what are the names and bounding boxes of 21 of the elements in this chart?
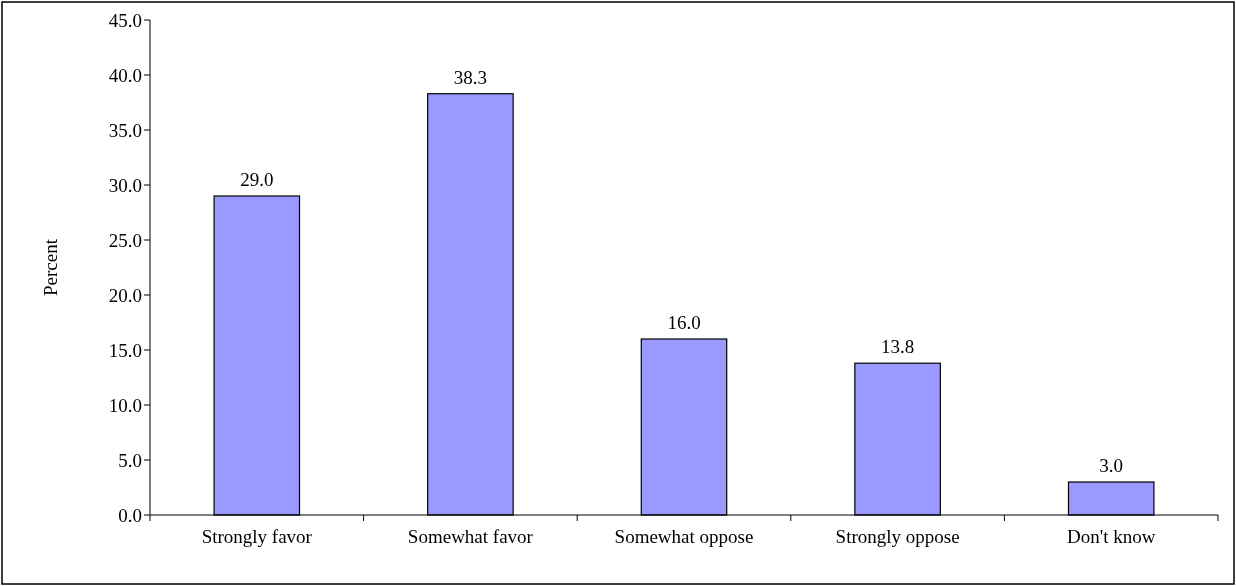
- data-label: 3.0: [1099, 455, 1124, 476]
- x-tick-label: Somewhat oppose: [614, 526, 754, 547]
- data-label: 29.0: [240, 169, 274, 190]
- y-tick-label: 30.0: [108, 174, 142, 196]
- y-tick-label: 10.0: [108, 394, 142, 416]
- y-tick-label: 25.0: [108, 229, 142, 251]
- x-tick-label: Somewhat favor: [407, 526, 534, 547]
- y-axis-title: Percent: [40, 238, 61, 296]
- data-label: 16.0: [667, 312, 701, 333]
- x-tick-label: Don't know: [1067, 526, 1156, 547]
- x-tick-label: Strongly favor: [201, 526, 313, 547]
- data-label: 13.8: [880, 336, 915, 358]
- y-tick-label: 5.0: [118, 449, 142, 471]
- y-tick-label: 0.0: [118, 504, 142, 526]
- data-label: 38.3: [453, 66, 488, 88]
- y-tick-label: 35.0: [108, 119, 142, 141]
- y-tick-label: 40.0: [108, 64, 142, 86]
- y-tick-label: 15.0: [108, 339, 142, 361]
- y-tick-label: 20.0: [108, 284, 142, 306]
- x-tick-label: Strongly oppose: [835, 526, 960, 547]
- y-tick-label: 45.0: [108, 9, 142, 31]
